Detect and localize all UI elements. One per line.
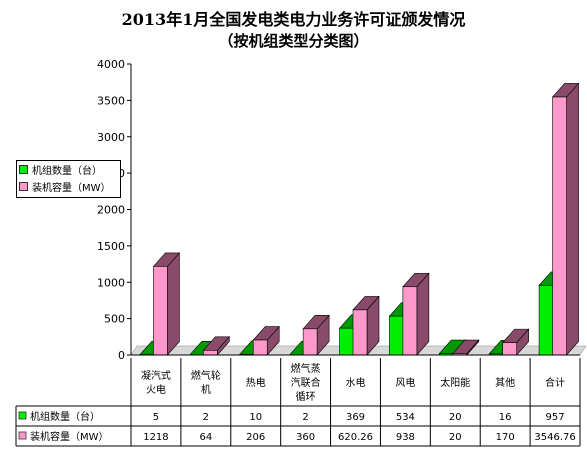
- x-tick-label-line: 火电: [146, 383, 166, 396]
- bar-capacity-1-front: [203, 350, 218, 356]
- x-tick-label: 风电: [395, 376, 415, 389]
- data-label-capacity: 3546.76: [534, 432, 575, 443]
- data-label-units: 10: [249, 412, 262, 423]
- data-label-units: 2: [302, 412, 308, 423]
- y-tick-label: 1000: [97, 276, 125, 289]
- bar-units-8-front: [538, 285, 554, 356]
- bar-capacity-5-front: [402, 286, 418, 356]
- x-tick-label: 太阳能: [440, 376, 470, 389]
- legend-label-capacity: 装机容量（MW）: [32, 183, 111, 194]
- legend-item-units: 机组数量（台）: [17, 161, 120, 178]
- bar-capacity-3: [302, 314, 330, 356]
- x-tick-label: 其他: [495, 376, 515, 389]
- x-tick-label-line: 其他: [495, 376, 515, 389]
- table-swatch-units: [18, 411, 27, 420]
- bar-capacity-3-front: [302, 328, 318, 356]
- x-tick-label-line: 循环: [296, 390, 316, 403]
- bar-capacity-0-side: [167, 252, 180, 356]
- x-tick-label-line: 机: [201, 383, 211, 396]
- y-tick-label: 500: [104, 313, 125, 326]
- legend-swatch-units: [19, 165, 28, 174]
- x-tick-label-line: 太阳能: [440, 376, 470, 389]
- bar-capacity-4-front: [352, 309, 368, 356]
- chart-subtitle: （按机组类型分类图）: [218, 32, 369, 50]
- x-tick-label-line: 凝汽式: [141, 369, 171, 382]
- x-tick-label-line: 合计: [545, 376, 565, 389]
- bar-capacity-4: [352, 295, 380, 356]
- x-tick-label-line: 燃气蒸: [291, 362, 321, 375]
- bar-units-5-front: [389, 315, 404, 356]
- bar-units-4-front: [339, 327, 354, 356]
- bar-capacity-8: [551, 82, 580, 356]
- data-label-capacity: 360: [296, 432, 315, 443]
- table-swatch-capacity: [18, 431, 27, 440]
- data-label-units: 20: [449, 412, 462, 423]
- y-tick-label: 4000: [97, 58, 125, 71]
- y-tick-label: 3500: [97, 94, 125, 107]
- legend-swatch-capacity: [19, 182, 28, 191]
- bar-capacity-8-front: [552, 96, 567, 356]
- bar-capacity-7: [502, 328, 530, 356]
- x-tick-label-line: 风电: [395, 376, 415, 389]
- data-label-capacity: 64: [199, 432, 212, 443]
- data-label-capacity: 620.26: [338, 432, 373, 443]
- data-label-capacity: 938: [396, 432, 415, 443]
- x-tick-label-line: 水电: [346, 376, 366, 389]
- y-tick-label: 2000: [97, 204, 125, 217]
- bar-capacity-1: [202, 336, 231, 356]
- y-tick-label: 0: [118, 349, 125, 362]
- table-row-label-capacity: 装机容量（MW）: [30, 430, 109, 443]
- bar-capacity-0-front: [153, 266, 168, 356]
- data-label-units: 369: [346, 412, 365, 423]
- bar-capacity-2: [252, 325, 280, 356]
- data-label-capacity: 20: [449, 432, 462, 443]
- data-label-units: 534: [396, 412, 415, 423]
- legend: 机组数量（台） 装机容量（MW）: [16, 160, 121, 198]
- data-label-capacity: 206: [246, 432, 265, 443]
- y-tick-label: 1500: [97, 240, 125, 253]
- x-tick-label-line: 汽联合: [291, 376, 321, 389]
- x-tick-label: 水电: [346, 376, 366, 389]
- bar-capacity-5: [402, 272, 430, 356]
- x-tick-label: 热电: [246, 376, 266, 389]
- y-tick-label: 3000: [97, 131, 125, 144]
- table-row-label-units: 机组数量（台）: [30, 410, 100, 423]
- x-tick-label-line: 热电: [246, 376, 266, 389]
- chart-title: 2013年1月全国发电类电力业务许可证颁发情况: [121, 10, 466, 29]
- legend-label-units: 机组数量（台）: [32, 166, 102, 177]
- data-label-units: 957: [546, 412, 565, 423]
- bar-capacity-5-side: [416, 272, 430, 356]
- legend-item-capacity: 装机容量（MW）: [17, 178, 120, 195]
- bar-capacity-7-front: [502, 342, 517, 356]
- data-label-units: 5: [153, 412, 159, 423]
- data-label-units: 16: [499, 412, 512, 423]
- bar-capacity-2-front: [252, 339, 268, 356]
- bar-capacity-6: [452, 339, 480, 356]
- data-label-capacity: 1218: [143, 432, 168, 443]
- bar-capacity-0: [152, 252, 181, 356]
- data-label-capacity: 170: [496, 432, 515, 443]
- x-tick-label-line: 燃气轮: [191, 369, 221, 382]
- bar-capacity-8-side: [566, 82, 579, 356]
- data-label-units: 2: [203, 412, 209, 423]
- x-tick-label: 合计: [545, 376, 565, 389]
